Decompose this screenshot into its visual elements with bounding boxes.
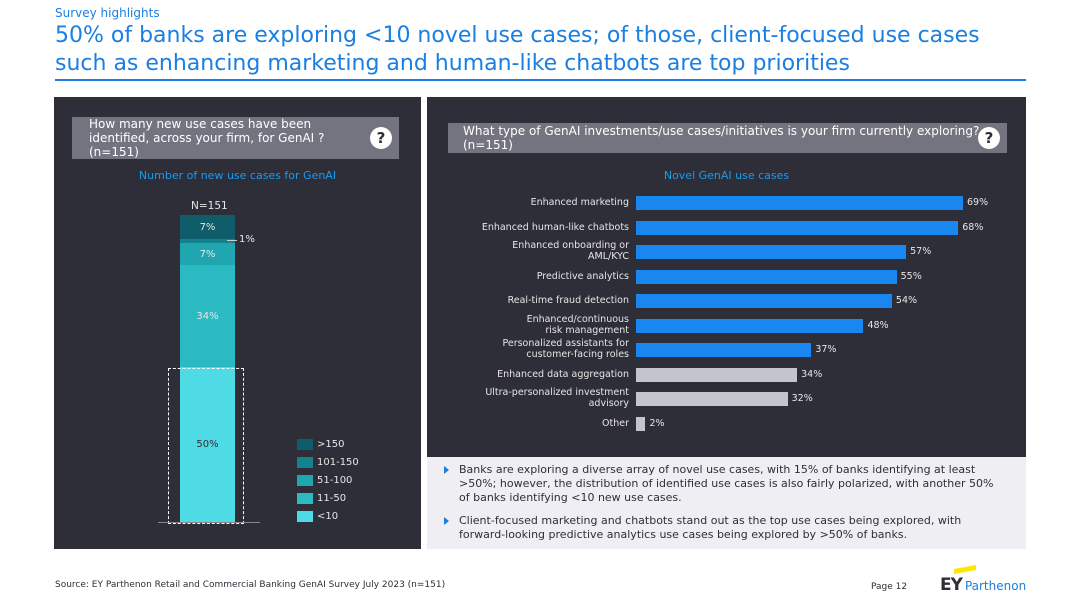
bar-category-text: Enhanced data aggregation bbox=[497, 368, 629, 380]
bar bbox=[636, 269, 897, 284]
bar-value-label: 32% bbox=[791, 393, 813, 404]
right-chart-title: Novel GenAI use cases bbox=[663, 169, 790, 182]
stack-label-lt10: 50% bbox=[196, 439, 219, 450]
bullet-text: Banks are exploring a diverse array of n… bbox=[459, 463, 994, 504]
bar-category-text: Real-time fraud detection bbox=[507, 295, 629, 306]
source-note: Source: EY Parthenon Retail and Commerci… bbox=[55, 580, 446, 590]
bar-category-text: Predictive analytics bbox=[536, 270, 629, 282]
bar-value-label: 55% bbox=[900, 270, 922, 282]
left-question-text: How many new use cases have been identif… bbox=[89, 117, 325, 159]
bar-category-label: Personalized assistants for customer-fac… bbox=[427, 338, 629, 362]
bar-category-text: Ultra-personalized investment advisory bbox=[485, 387, 629, 409]
bar bbox=[636, 318, 864, 333]
eyebrow-label: Survey highlights bbox=[55, 6, 160, 20]
stack-segment-gt150: 7% bbox=[180, 215, 235, 239]
stack-label-11-50: 34% bbox=[196, 310, 219, 322]
bar-category-label: Ultra-personalized investment advisory bbox=[427, 387, 629, 411]
bar-value-label: 48% bbox=[867, 319, 889, 331]
bar-category-text: Enhanced human-like chatbots bbox=[481, 221, 629, 233]
left-chart-panel bbox=[54, 97, 421, 549]
bar-value-label: 2% bbox=[649, 417, 665, 429]
bar-category-label: Enhanced onboarding or AML/KYC bbox=[427, 240, 629, 264]
callout-leader-line bbox=[227, 240, 237, 241]
stack-label-101-150: 1% bbox=[239, 234, 255, 245]
key-takeaways-box: Banks are exploring a diverse array of n… bbox=[427, 457, 1026, 549]
bar bbox=[636, 392, 788, 406]
legend-label-11-50: 11-50 bbox=[317, 493, 347, 504]
stack-segment-lt10: 50% bbox=[180, 367, 235, 522]
bullet-marker-icon bbox=[444, 517, 449, 525]
bar-value-label: 34% bbox=[801, 368, 823, 380]
left-question-box: How many new use cases have been identif… bbox=[72, 117, 399, 159]
bar-category-text: Personalized assistants for customer-fac… bbox=[502, 338, 629, 360]
stack-label-gt150: 7% bbox=[199, 221, 216, 233]
bullet-text: Client-focused marketing and chatbots st… bbox=[459, 514, 962, 541]
bar bbox=[636, 245, 907, 259]
legend-swatch-11-50 bbox=[297, 493, 313, 504]
legend-label-lt10: <10 bbox=[317, 511, 339, 522]
bar-category-label: Predictive analytics bbox=[427, 271, 629, 295]
bar bbox=[636, 367, 798, 382]
logo-ey-text: EY bbox=[940, 575, 963, 595]
legend-swatch-51-100 bbox=[297, 475, 313, 486]
bar bbox=[636, 196, 963, 210]
right-question-box: What type of GenAI investments/use cases… bbox=[448, 123, 1007, 153]
bar-value-label: 57% bbox=[910, 246, 932, 257]
bar-value-label: 54% bbox=[895, 295, 918, 306]
legend-swatch-101-150 bbox=[297, 457, 313, 468]
bar-value-label: 68% bbox=[962, 221, 984, 233]
bar-category-label: Real-time fraud detection bbox=[427, 295, 629, 319]
legend-label-101-150: 101-150 bbox=[317, 457, 359, 468]
stack-baseline bbox=[158, 522, 260, 523]
bar-category-label: Enhanced data aggregation bbox=[427, 369, 629, 393]
bar-category-label: Enhanced/continuous risk management bbox=[427, 314, 629, 338]
legend-swatch-gt150 bbox=[297, 439, 313, 450]
bullet-marker-icon bbox=[444, 466, 449, 474]
help-icon[interactable]: ? bbox=[978, 127, 1000, 149]
stack-segment-101-150 bbox=[180, 239, 235, 243]
bar-category-text: Enhanced marketing bbox=[530, 197, 629, 208]
bar bbox=[636, 343, 812, 357]
bar-category-label: Enhanced human-like chatbots bbox=[427, 222, 629, 246]
stack-segment-51-100: 7% bbox=[180, 243, 235, 265]
logo-parthenon-text: Parthenon bbox=[964, 579, 1027, 593]
bar-category-label: Enhanced marketing bbox=[427, 197, 629, 221]
stack-segment-11-50: 34% bbox=[180, 265, 235, 367]
bar-category-label: Other bbox=[427, 418, 629, 442]
stack-label-51-100: 7% bbox=[199, 248, 216, 260]
help-icon[interactable]: ? bbox=[370, 127, 392, 149]
bar bbox=[636, 416, 646, 431]
right-question-text: What type of GenAI investments/use cases… bbox=[463, 124, 980, 152]
page-number: Page 12 bbox=[871, 582, 908, 592]
legend-swatch-lt10 bbox=[297, 511, 313, 522]
bar-category-text: Enhanced/continuous risk management bbox=[526, 313, 629, 336]
highlight-dashed-box bbox=[168, 368, 244, 524]
bar bbox=[636, 220, 959, 235]
ey-parthenon-logo: EY Parthenon bbox=[940, 565, 1027, 595]
bar-value-label: 37% bbox=[815, 344, 837, 355]
legend-label-51-100: 51-100 bbox=[317, 475, 353, 486]
bar-category-text: Enhanced onboarding or AML/KYC bbox=[512, 240, 629, 262]
title-divider bbox=[55, 79, 1026, 81]
bar bbox=[636, 294, 892, 308]
logo-flag-icon bbox=[954, 565, 976, 574]
left-chart-title: Number of new use cases for GenAI bbox=[138, 169, 337, 182]
bar-category-text: Other bbox=[602, 417, 629, 429]
legend-label-gt150: >150 bbox=[317, 439, 345, 450]
n-label: N=151 bbox=[191, 200, 228, 212]
page-title: 50% of banks are exploring <10 novel use… bbox=[55, 23, 980, 76]
bar-value-label: 69% bbox=[967, 197, 989, 208]
